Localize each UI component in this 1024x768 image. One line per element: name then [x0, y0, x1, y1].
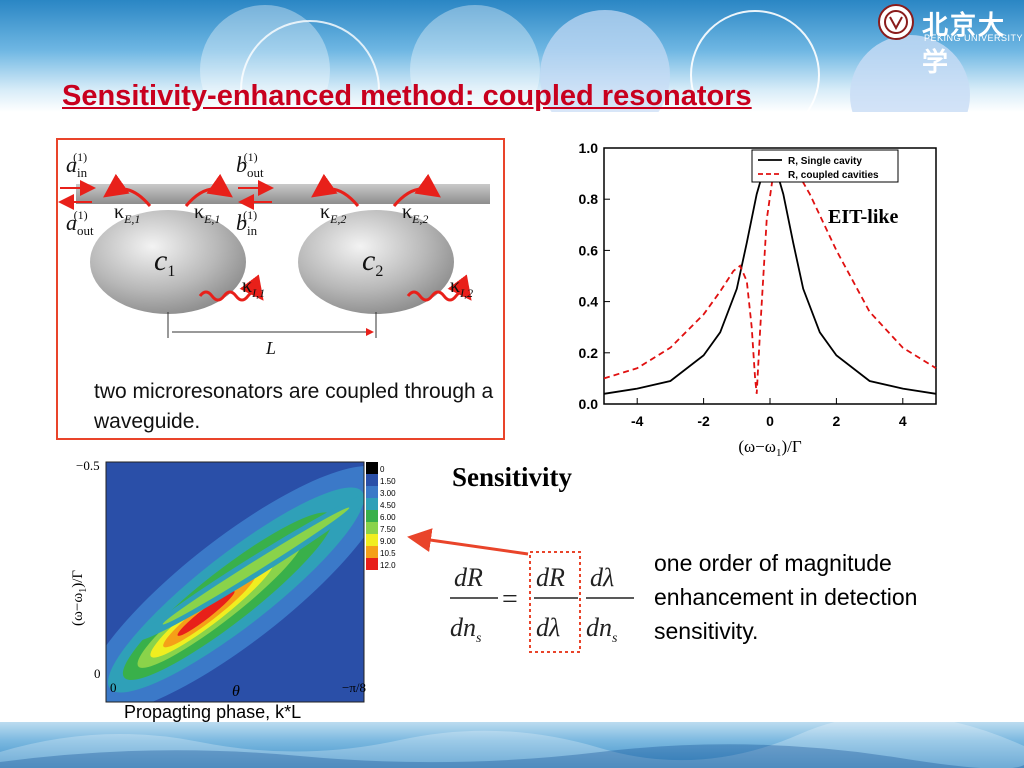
- colorbar-label: 4.500: [380, 501, 396, 510]
- colorbar-label: 10.50: [380, 549, 396, 558]
- resonator-c1: [90, 210, 246, 314]
- x-axis-label: (ω−ω1)/Γ: [738, 437, 802, 459]
- colorbar-swatch: [366, 486, 378, 498]
- label-kappa-e2: κE,2: [402, 201, 428, 226]
- waveguide: [76, 184, 490, 204]
- deco-circle: [410, 5, 540, 112]
- y-tick-label: 0.6: [579, 242, 599, 258]
- legend-entry: R, Single cavity: [788, 156, 862, 167]
- diagram-caption: two microresonators are coupled through …: [94, 380, 494, 433]
- y-tick-label: 0.8: [579, 191, 599, 207]
- coupling-arrow: [311, 173, 360, 207]
- contour-bands: [106, 466, 364, 702]
- y-tick-label: 0: [94, 666, 101, 681]
- coupling-arrow: [184, 173, 233, 207]
- colorbar-swatch: [366, 462, 378, 474]
- coupling-arrow: [392, 173, 441, 207]
- resonator-diagram: ain(1) bout(1) aout(1) bin(1) κE,1 κE,1 …: [56, 138, 505, 440]
- colorbar-label: 9.000: [380, 537, 396, 546]
- loss-arrow: [198, 274, 264, 302]
- colorbar-label: 0: [380, 465, 385, 474]
- deco-circle: [540, 10, 670, 112]
- legend-entry: R, coupled cavities: [788, 170, 879, 181]
- x-tick-label: −π/8: [342, 680, 366, 695]
- pointer-arrow-icon: [407, 528, 529, 556]
- y-tick-label: −0.5: [76, 458, 100, 473]
- resonator-figure: ain(1) bout(1) aout(1) bin(1) κE,1 κE,1 …: [58, 150, 490, 358]
- label-kappa-e2: κE,2: [320, 201, 346, 226]
- colorbar: 0 1.500 3.000 4.500 6.000 7.500 9.000 10.50 12.0…: [366, 462, 396, 570]
- sensitivity-heading: Sensitivity: [452, 462, 573, 492]
- eq-dlambda: dλ: [536, 613, 560, 642]
- colorbar-label: 7.500: [380, 525, 396, 534]
- colorbar-label: 12.00: [380, 561, 396, 570]
- x-tick-label: 4: [899, 413, 907, 429]
- colorbar-label: 1.500: [380, 477, 396, 486]
- colorbar-swatch: [366, 546, 378, 558]
- label-a-out: aout(1): [66, 208, 94, 238]
- contour-heatmap: 0 1.500 3.000 4.500 6.000 7.500 9.000 10.50 12.0…: [70, 458, 396, 703]
- colorbar-swatch: [366, 522, 378, 534]
- x-axis-label: θ: [232, 683, 240, 700]
- resonator-c2: [298, 210, 454, 314]
- x-tick-label: -4: [631, 413, 644, 429]
- header-band: [0, 0, 1024, 112]
- label-c2: c2: [362, 244, 383, 280]
- label-b-in: bin(1): [236, 208, 258, 238]
- y-tick-label: 0.0: [579, 396, 599, 412]
- label-length: L: [265, 338, 276, 358]
- eq-dn: dns: [450, 613, 482, 646]
- colorbar-swatch: [366, 498, 378, 510]
- x-tick-label: 0: [110, 680, 117, 695]
- label-a-in: ain(1): [66, 150, 88, 180]
- colorbar-swatch: [366, 534, 378, 546]
- x-tick-label: -2: [697, 413, 710, 429]
- y-tick-label: 0.4: [579, 294, 599, 310]
- logo-subtitle: PEKING UNIVERSITY: [924, 33, 1024, 43]
- highlight-box: [529, 551, 581, 653]
- colorbar-swatch: [366, 510, 378, 522]
- eit-annotation: EIT-like: [828, 206, 899, 228]
- plot-frame: [603, 147, 937, 405]
- eq-dn: dns: [586, 613, 618, 646]
- eq-dlambda: dλ: [590, 563, 614, 592]
- colorbar-swatch: [366, 558, 378, 570]
- footer-band: [0, 722, 1024, 768]
- label-kappa-e1: κE,1: [114, 201, 140, 226]
- label-b-out: bout(1): [236, 150, 264, 180]
- eit-plot-area: 0.0 0.2 0.4 0.6 0.8 1.0 -4 -2 0 2 4 (ω−ω1)/Γ R, Sing…: [579, 140, 937, 459]
- sensitivity-description: one order of magnitude enhancement in de…: [654, 550, 918, 644]
- eit-line-chart: 0.0 0.2 0.4 0.6 0.8 1.0 -4 -2 0 2 4 (ω−ω1)/Γ R, Sing…: [579, 140, 937, 459]
- colorbar-swatch: [366, 474, 378, 486]
- x-tick-label: 0: [766, 413, 774, 429]
- label-kappa-e1: κE,1: [194, 201, 220, 226]
- series-line-2: [603, 159, 937, 394]
- y-tick-label: 0.2: [579, 345, 599, 361]
- sensitivity-equation: dR dns = dR dλ dλ dns: [450, 551, 634, 653]
- slide-title: Sensitivity-enhanced method: coupled res…: [62, 80, 752, 112]
- label-kappa-i2: κI,2: [450, 275, 473, 300]
- y-tick-label: 1.0: [579, 140, 599, 156]
- label-kappa-i1: κI,1: [242, 275, 265, 300]
- legend-box: [751, 149, 899, 183]
- eq-equals: =: [502, 584, 518, 615]
- footer-pattern: [0, 722, 1024, 768]
- colorbar-label: 3.000: [380, 489, 396, 498]
- colorbar-label: 6.000: [380, 513, 396, 522]
- y-axis-label: (ω−ω1)/Γ: [70, 570, 89, 626]
- eq-dR: dR: [536, 563, 565, 592]
- coupling-arrow: [103, 173, 152, 207]
- logo-text: 北京大学: [922, 11, 1007, 78]
- x-tick-label: 2: [833, 413, 841, 429]
- university-logo: [878, 4, 914, 40]
- loss-arrow: [406, 274, 472, 302]
- label-c1: c1: [154, 244, 175, 280]
- eq-dR: dR: [454, 563, 483, 592]
- heatmap-caption: Propagting phase, k*L: [124, 702, 302, 722]
